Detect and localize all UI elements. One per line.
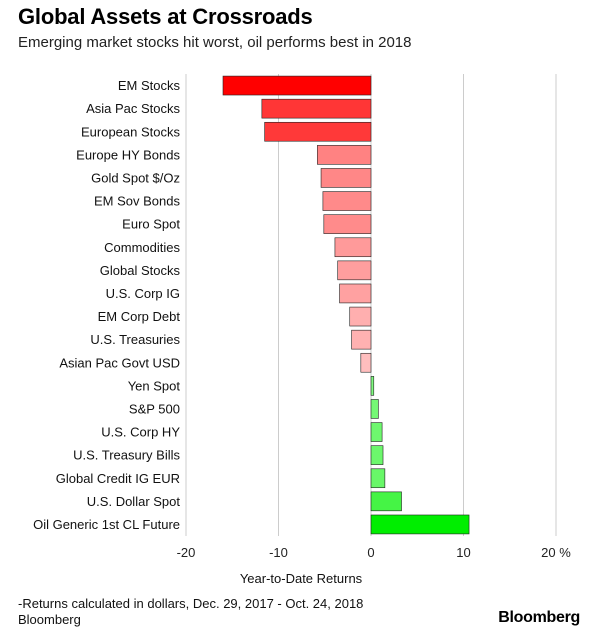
category-label: Gold Spot $/Oz xyxy=(91,170,180,185)
category-label: Asia Pac Stocks xyxy=(86,101,180,116)
source-note: -Returns calculated in dollars, Dec. 29,… xyxy=(18,596,363,628)
note-line-1: -Returns calculated in dollars, Dec. 29,… xyxy=(18,596,364,611)
category-label: U.S. Corp IG xyxy=(106,286,180,301)
category-label: Global Credit IG EUR xyxy=(56,471,180,486)
category-label: EM Sov Bonds xyxy=(94,194,180,209)
x-tick-label: -20 xyxy=(177,545,196,560)
category-label: Europe HY Bonds xyxy=(76,147,180,162)
bar xyxy=(351,329,372,350)
category-label: U.S. Dollar Spot xyxy=(87,494,181,509)
note-line-2: Bloomberg xyxy=(18,612,81,627)
bar xyxy=(322,191,372,211)
bloomberg-logo: Bloomberg xyxy=(498,609,580,626)
bar xyxy=(349,306,372,327)
bar xyxy=(320,168,372,188)
bar xyxy=(370,422,383,442)
category-label: Euro Spot xyxy=(122,217,180,232)
category-label: Yen Spot xyxy=(128,378,181,393)
category-label: EM Corp Debt xyxy=(98,309,181,324)
category-label: Oil Generic 1st CL Future xyxy=(33,517,180,532)
category-label: European Stocks xyxy=(81,124,181,139)
category-label: U.S. Corp HY xyxy=(101,425,180,440)
x-tick-label: 0 xyxy=(367,545,374,560)
category-label: EM Stocks xyxy=(118,78,181,93)
category-label: U.S. Treasury Bills xyxy=(73,448,180,463)
bar xyxy=(370,399,379,419)
category-label: S&P 500 xyxy=(129,401,180,416)
bar xyxy=(360,352,372,373)
bar xyxy=(261,98,372,119)
bar xyxy=(370,491,402,512)
bar xyxy=(337,260,372,281)
x-tick-label: -10 xyxy=(269,545,288,560)
bar xyxy=(334,237,372,258)
chart-title: Global Assets at Crossroads xyxy=(18,4,313,29)
category-label: Commodities xyxy=(104,240,180,255)
bar xyxy=(222,75,372,96)
bar xyxy=(370,514,470,535)
category-label: Asian Pac Govt USD xyxy=(59,355,180,370)
bar xyxy=(323,214,372,234)
category-label: U.S. Treasuries xyxy=(90,332,180,347)
chart-subtitle: Emerging market stocks hit worst, oil pe… xyxy=(18,34,412,51)
bar xyxy=(264,121,372,142)
bar xyxy=(370,376,375,396)
bar xyxy=(370,468,386,489)
x-axis-title: Year-to-Date Returns xyxy=(240,571,363,586)
x-tick-label: 10 xyxy=(456,545,470,560)
x-tick-label: 20 % xyxy=(541,545,571,560)
bar xyxy=(317,145,372,165)
category-label: Global Stocks xyxy=(100,263,181,278)
bar xyxy=(339,283,372,304)
bar xyxy=(370,445,384,465)
